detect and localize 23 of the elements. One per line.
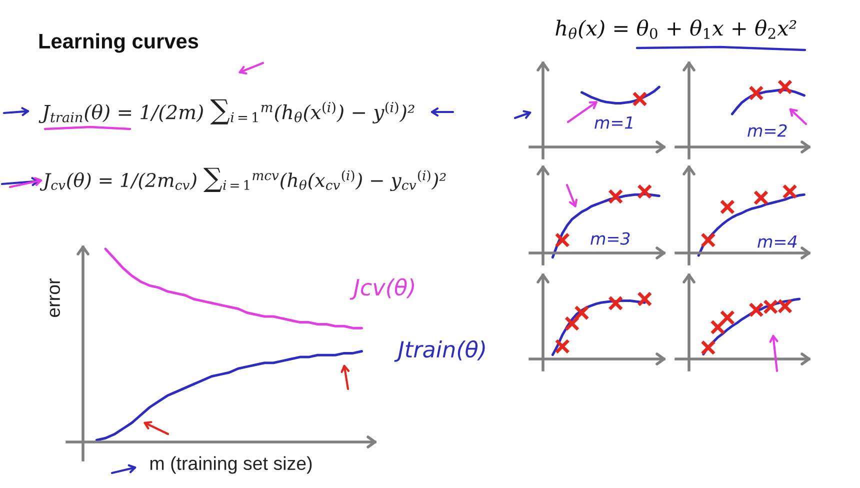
point: [720, 310, 735, 326]
series-label: Jcv(θ): [350, 278, 414, 300]
y-axis-title: error: [50, 278, 60, 317]
point: [608, 296, 624, 311]
annotation: m=3: [590, 232, 630, 245]
annotation: m=4: [758, 235, 797, 248]
point: [700, 340, 716, 356]
point: [574, 305, 590, 320]
chart-title: Learning curves: [39, 33, 198, 53]
point: [700, 232, 716, 248]
annotation: m=2: [748, 124, 787, 137]
point: [753, 190, 769, 206]
text: J$_{train}$(θ) = 1/(2m) ∑$_{i=1}$$^{m}$(h$_{θ}$(x$^{(i)}$) − y$^{(i)}$)²: [38, 99, 414, 124]
text: J$_{cv}$(θ) = 1/(2m$_{cv}$) ∑$_{i=1}$$^{mcv}$(h$_{θ}$(x$_{cv}$$^{(i)}$) − y$_{cv}$$^{(i)}$)²: [40, 168, 446, 192]
point: [710, 320, 726, 335]
point: [782, 184, 798, 200]
point: [720, 199, 735, 214]
point: [554, 338, 570, 354]
series-label: Jtrain(θ): [394, 340, 485, 362]
point: [637, 291, 652, 307]
chart-title: h$_{θ}$(x) = θ$_{0}$ + θ$_{1}$x + θ$_{2}$x²: [556, 20, 796, 39]
x-axis-title: m (training set size): [150, 456, 312, 474]
annotation: m=1: [594, 116, 632, 129]
